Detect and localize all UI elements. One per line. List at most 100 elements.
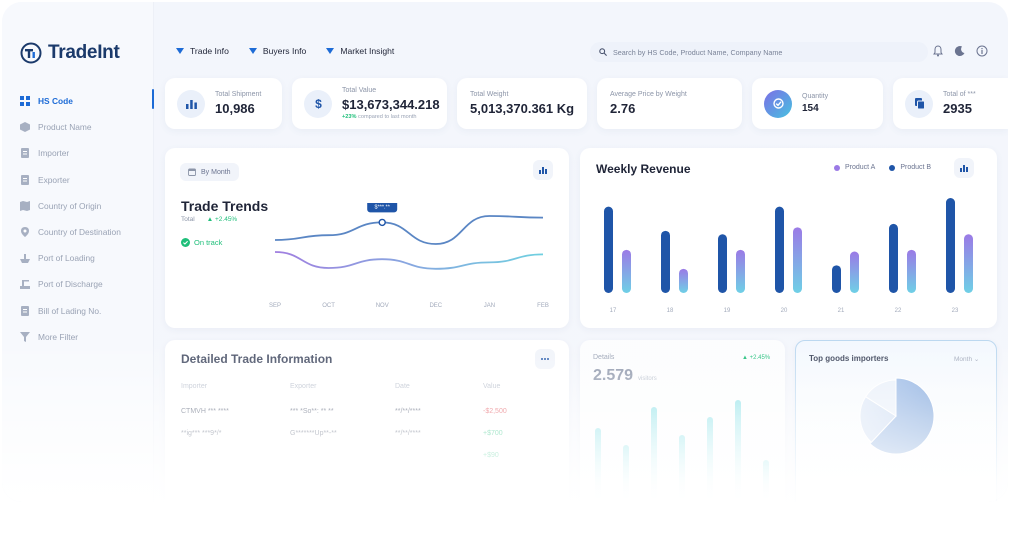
trade-trends-panel: By Month Trade Trends Total ▲ +2.45% On …: [165, 148, 569, 328]
sidebar-item-hs-code[interactable]: HS Code: [2, 88, 154, 114]
tab-label: Trade Info: [190, 46, 229, 56]
search-input[interactable]: [613, 47, 913, 57]
stat-card-total-of[interactable]: Total of *** 2935: [893, 78, 1008, 129]
stat-card-total-value[interactable]: $ Total Value $13,673,344.218 +23% compa…: [292, 78, 447, 129]
stat-card-quantity[interactable]: Quantity 154: [752, 78, 883, 129]
table-cell: CTMVH *** ****: [181, 408, 229, 415]
bar-product-a[interactable]: [793, 227, 802, 293]
bar-product-a[interactable]: [850, 251, 859, 293]
info-icon[interactable]: [976, 45, 988, 57]
sidebar-item-port-of-discharge[interactable]: Port of Discharge: [2, 271, 154, 297]
bar-chart-icon: [960, 165, 968, 172]
bar-chart-icon: [539, 167, 547, 174]
stat-card-total-weight[interactable]: Total Weight 5,013,370.361 Kg: [457, 78, 587, 129]
tooltip-text: $***.**: [375, 204, 391, 210]
pie-slices: [859, 377, 935, 455]
bar-product-a[interactable]: [736, 249, 745, 293]
chart-options-button[interactable]: [533, 160, 553, 180]
total-row: Total ▲ +2.45%: [181, 216, 237, 223]
table-more-button[interactable]: [535, 349, 555, 369]
bar-product-b[interactable]: [832, 265, 841, 293]
bar-product-a[interactable]: [907, 249, 916, 293]
bar-product-b[interactable]: [604, 206, 613, 293]
total-label: Total: [181, 216, 195, 223]
bar-product-a[interactable]: [679, 268, 688, 293]
spark-bar: [763, 460, 769, 498]
spark-bar: [735, 400, 741, 498]
bar-chart-icon: [177, 89, 205, 118]
x-tick-label: SEP: [269, 303, 281, 309]
table-cell: *** *So**: ** **: [290, 408, 334, 415]
trend-line-series-b: [274, 251, 544, 270]
sidebar-item-product-name[interactable]: Product Name: [2, 114, 154, 140]
trade-trends-title: Trade Trends: [181, 198, 269, 214]
spark-bar: [679, 435, 685, 498]
bar-product-b[interactable]: [946, 198, 955, 293]
sidebar-nav: HS Code Product Name Importer Exporter C…: [2, 88, 154, 350]
table-cell: **/**/****: [395, 408, 421, 415]
status-label: On track: [194, 238, 223, 247]
more-dots-icon: [541, 358, 549, 360]
importers-filter[interactable]: Month ⌄: [954, 356, 980, 363]
bar-product-a[interactable]: [964, 234, 973, 293]
importers-title: Top goods importers: [809, 354, 889, 363]
bar-product-b[interactable]: [718, 234, 727, 293]
stat-value: 2.76: [610, 101, 636, 116]
sidebar-item-exporter[interactable]: Exporter: [2, 167, 154, 193]
bar-product-b[interactable]: [889, 223, 898, 293]
legend-swatch: [834, 164, 840, 171]
weekly-revenue-panel: Weekly Revenue Product A Product B 17 18 1…: [580, 148, 997, 328]
x-tick-label: NOV: [376, 303, 389, 309]
bell-icon[interactable]: [932, 45, 944, 57]
details-unit: visitors: [638, 376, 657, 382]
by-month-filter[interactable]: By Month: [180, 163, 239, 181]
details-change-value: +2.45%: [749, 355, 771, 361]
bar-product-b[interactable]: [775, 206, 784, 293]
table-cell: +$90: [483, 452, 499, 459]
moon-icon[interactable]: [954, 45, 966, 57]
sidebar-item-label: Importer: [38, 148, 70, 159]
sidebar-item-bill-of-lading[interactable]: Bill of Lading No.: [2, 298, 154, 324]
sidebar-item-label: Exporter: [38, 174, 70, 185]
check-circle-icon: [181, 238, 190, 247]
spark-bar: [623, 445, 629, 498]
tab-buyers-info[interactable]: Buyers Info: [248, 46, 306, 56]
trend-marker[interactable]: [378, 218, 386, 227]
stat-card-average-price[interactable]: Average Price by Weight 2.76: [597, 78, 742, 129]
sidebar: TradeInt HS Code Product Name Importer E…: [2, 2, 154, 502]
bar-product-b[interactable]: [661, 230, 670, 293]
stat-value: 2935: [943, 101, 972, 116]
stat-value: 5,013,370.361 Kg: [470, 101, 575, 116]
brand-logo[interactable]: TradeInt: [20, 42, 120, 64]
map-icon: [20, 200, 30, 211]
table-cell: **ig*** ***9*/*: [181, 430, 222, 437]
sidebar-item-label: Country of Origin: [38, 200, 102, 211]
search-icon: [599, 48, 607, 56]
top-icons: [932, 45, 988, 57]
x-tick-label: 18: [667, 308, 674, 314]
stat-value: $13,673,344.218: [342, 97, 440, 112]
sidebar-item-country-of-destination[interactable]: Country of Destination: [2, 219, 154, 245]
bar-product-a[interactable]: [622, 249, 631, 293]
caret-down-icon: [248, 48, 257, 54]
stat-change-note: compared to last month: [358, 114, 417, 120]
sidebar-item-label: Port of Loading: [38, 253, 95, 264]
trend-tooltip: $***.**: [367, 203, 398, 213]
stat-label: Quantity: [802, 93, 829, 100]
sidebar-item-country-of-origin[interactable]: Country of Origin: [2, 193, 154, 219]
tab-trade-info[interactable]: Trade Info: [176, 46, 229, 56]
column-header-importer: Importer: [181, 383, 208, 390]
weekly-options-button[interactable]: [954, 158, 974, 178]
import-icon: [21, 148, 29, 159]
legend-label: Product B: [900, 164, 932, 171]
tab-market-insight[interactable]: Market Insight: [326, 46, 394, 56]
sidebar-item-more-filter[interactable]: More Filter: [2, 324, 154, 350]
caret-down-icon: [326, 48, 335, 54]
brand-name: TradeInt: [48, 42, 120, 63]
stat-card-total-shipment[interactable]: Total Shipment 10,986: [165, 78, 282, 129]
sidebar-item-importer[interactable]: Importer: [2, 140, 154, 166]
sidebar-item-port-of-loading[interactable]: Port of Loading: [2, 245, 154, 271]
x-tick-label: JAN: [484, 303, 495, 309]
x-tick-label: DEC: [429, 303, 442, 309]
